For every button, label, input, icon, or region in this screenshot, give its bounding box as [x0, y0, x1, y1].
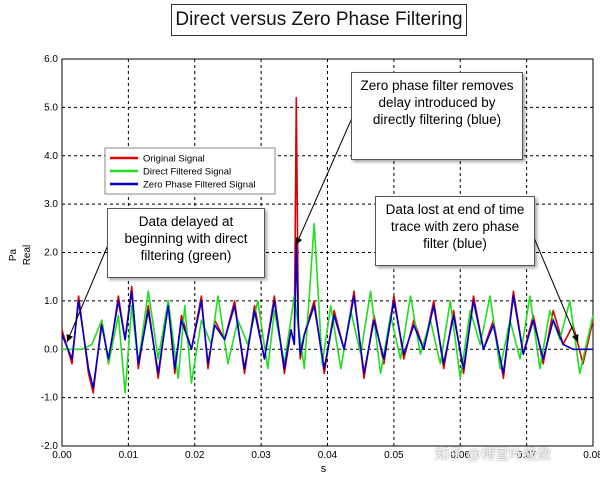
series-line-zero-phase-filtered-signal — [61, 242, 593, 389]
chart-title: Direct versus Zero Phase Filtering — [171, 4, 467, 36]
watermark-text: 知乎 @博宣叶级数 — [435, 446, 552, 462]
annotation-delayed: Data delayed at beginning with direct fi… — [107, 208, 265, 278]
annotation-data-lost: Data lost at end of time trace with zero… — [375, 196, 535, 266]
x-tick-label: 0.04 — [318, 450, 338, 461]
y-tick-label: -2.0 — [41, 441, 59, 452]
y-tick-label: -1.0 — [41, 393, 59, 404]
x-tick-label: 0.00 — [52, 450, 72, 461]
annotation-zero-phase: Zero phase filter removes delay introduc… — [351, 72, 523, 160]
x-tick-label: 0.07 — [517, 450, 537, 461]
legend-label: Direct Filtered Signal — [143, 167, 231, 178]
y-tick-label: 6.0 — [44, 54, 58, 65]
legend: Original Signal Direct Filtered Signal Zer… — [104, 147, 276, 195]
y-tick-label: 4.0 — [44, 151, 58, 162]
annotation-arrow — [66, 244, 109, 343]
x-tick-label: 0.08 — [583, 450, 600, 461]
annotation-arrow — [295, 117, 353, 246]
x-tick-label: 0.02 — [185, 450, 205, 461]
y-tick-label: 0.0 — [44, 344, 58, 355]
x-tick-label: 0.05 — [384, 450, 404, 461]
y-axis-label-2: Real — [22, 245, 33, 266]
legend-label: Original Signal — [143, 154, 205, 165]
annotation-arrow — [531, 232, 579, 343]
y-tick-label: 5.0 — [44, 102, 58, 113]
y-tick-label: 1.0 — [44, 296, 58, 307]
legend-label: Zero Phase Filtered Signal — [143, 180, 255, 191]
x-tick-label: 0.01 — [119, 450, 139, 461]
annotation-arrow-head — [66, 334, 74, 342]
y-axis-label: Pa — [8, 248, 19, 261]
annotation-arrow-head — [571, 334, 579, 342]
x-tick-label: 0.06 — [451, 450, 471, 461]
y-tick-label: 2.0 — [44, 248, 58, 259]
x-axis-label: s — [321, 463, 327, 475]
x-tick-label: 0.03 — [251, 450, 271, 461]
annotation-arrow-head — [295, 237, 303, 245]
y-tick-label: 3.0 — [44, 199, 58, 210]
